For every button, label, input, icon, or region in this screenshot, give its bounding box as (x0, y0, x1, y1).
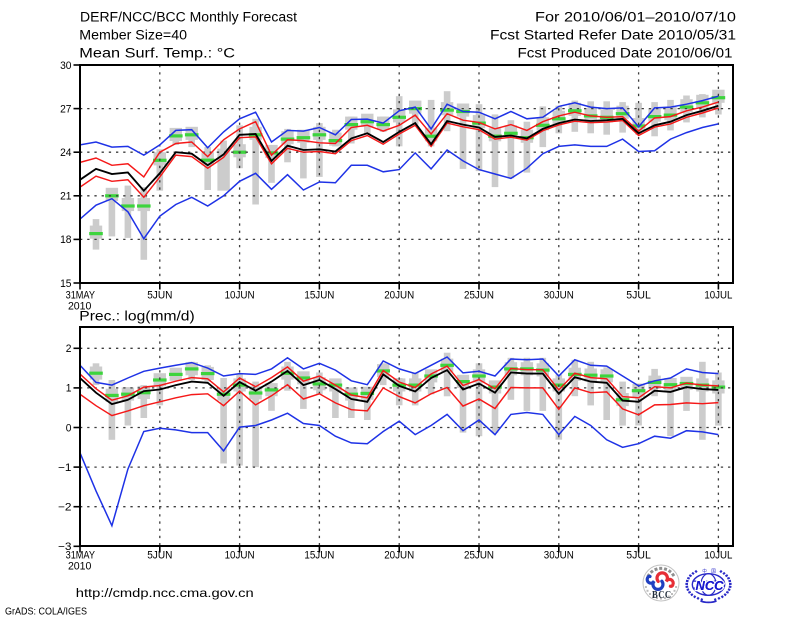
svg-text:10JUN: 10JUN (225, 289, 255, 301)
svg-text:5JUL: 5JUL (626, 549, 651, 561)
svg-text:0: 0 (66, 422, 72, 434)
svg-text:http://cmdp.ncc.cma.gov.cn: http://cmdp.ncc.cma.gov.cn (76, 586, 254, 600)
svg-text:20JUN: 20JUN (384, 549, 414, 561)
svg-text:25JUN: 25JUN (464, 289, 494, 301)
svg-text:NCC: NCC (696, 578, 725, 593)
svg-text:20JUN: 20JUN (384, 289, 414, 301)
svg-text:Member Size=40: Member Size=40 (79, 28, 187, 43)
svg-text:国: 国 (711, 568, 716, 574)
svg-text:10JUN: 10JUN (225, 549, 255, 561)
svg-text:27: 27 (60, 103, 71, 115)
svg-text:DERF/NCC/BCC Monthly Forecast: DERF/NCC/BCC Monthly Forecast (80, 10, 297, 25)
svg-text:21: 21 (60, 191, 71, 203)
svg-text:−1: −1 (58, 462, 72, 474)
svg-text:2010: 2010 (68, 300, 92, 312)
svg-text:10JUL: 10JUL (704, 289, 732, 301)
svg-text:2010: 2010 (68, 560, 92, 572)
svg-text:中: 中 (702, 567, 707, 574)
svg-text:Fcst Produced Date 2010/06/01: Fcst Produced Date 2010/06/01 (518, 46, 733, 61)
svg-text:Fcst Started Refer Date 2010/0: Fcst Started Refer Date 2010/05/31 (490, 28, 736, 43)
svg-text:31MAY: 31MAY (66, 289, 95, 301)
svg-text:24: 24 (60, 147, 71, 159)
svg-text:−2: −2 (58, 502, 72, 514)
svg-text:For 2010/06/01–2010/07/10: For 2010/06/01–2010/07/10 (535, 10, 736, 25)
svg-text:18: 18 (60, 234, 71, 246)
svg-text:30JUN: 30JUN (544, 289, 574, 301)
svg-text:NCC: NCC (696, 578, 725, 593)
svg-text:BCC: BCC (652, 590, 672, 601)
svg-text:10JUL: 10JUL (704, 549, 732, 561)
svg-text:30: 30 (60, 60, 71, 72)
svg-text:5JUN: 5JUN (147, 549, 172, 561)
svg-text:25JUN: 25JUN (464, 549, 494, 561)
svg-text:2: 2 (66, 343, 72, 355)
svg-text:−3: −3 (58, 541, 72, 553)
svg-text:Prec.: log(mm/d): Prec.: log(mm/d) (79, 309, 194, 324)
svg-text:31MAY: 31MAY (66, 549, 95, 561)
svg-text:15JUN: 15JUN (304, 549, 334, 561)
svg-text:15JUN: 15JUN (304, 289, 334, 301)
svg-text:5JUL: 5JUL (626, 289, 651, 301)
svg-text:15: 15 (60, 278, 71, 290)
svg-text:5JUN: 5JUN (147, 289, 172, 301)
svg-text:30JUN: 30JUN (544, 549, 574, 561)
svg-text:1: 1 (66, 383, 72, 395)
svg-text:Mean Surf. Temp.: °C: Mean Surf. Temp.: °C (79, 46, 235, 61)
svg-text:GrADS: COLA/IGES: GrADS: COLA/IGES (5, 607, 87, 618)
